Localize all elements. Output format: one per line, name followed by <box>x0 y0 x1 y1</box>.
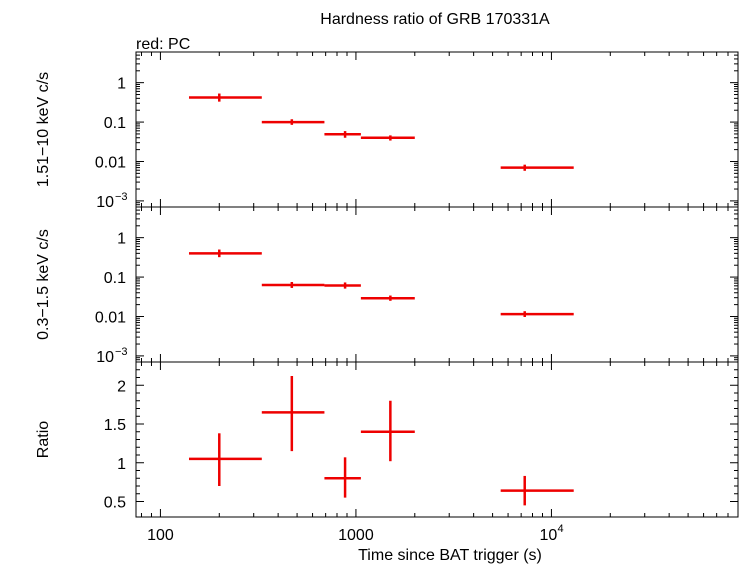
data-point <box>261 282 325 288</box>
y-tick-label: 0.1 <box>104 270 126 287</box>
y-axis-label: 1.51−10 keV c/s <box>35 72 52 187</box>
panel-frame <box>135 206 739 363</box>
panel-top: 1 0.1 0.01 10 −3 1.51−10 keV c/s <box>35 51 739 211</box>
data-point <box>500 311 574 318</box>
panel-frame <box>135 51 739 208</box>
data-point <box>188 249 262 258</box>
data-point <box>360 135 415 141</box>
data-point <box>188 93 262 102</box>
data-point <box>500 164 574 171</box>
x-tick-label-exponent: 4 <box>557 523 563 535</box>
panel-frame <box>135 361 739 518</box>
data-point <box>324 282 361 289</box>
data-point <box>324 131 361 138</box>
chart-title: Hardness ratio of GRB 170331A <box>320 11 550 28</box>
y-tick-label: 0.1 <box>104 115 126 132</box>
data-point <box>324 457 361 498</box>
y-tick-label-exponent: −3 <box>115 191 128 203</box>
y-axis-label: 0.3−1.5 keV c/s <box>35 229 52 340</box>
y-tick-label: 1 <box>117 76 126 93</box>
data-point <box>261 119 325 125</box>
x-tick-label: 1000 <box>338 527 374 544</box>
data-point <box>360 400 415 462</box>
panel-bottom: 0.5 1 1.5 2 Ratio 100 1000 10 4 <box>35 361 739 544</box>
y-tick-label: 10 <box>96 194 114 211</box>
legend-note: red: PC <box>136 36 190 53</box>
y-tick-label: 10 <box>96 349 114 366</box>
y-tick-label-exponent: −3 <box>115 346 128 358</box>
y-tick-label: 0.01 <box>95 154 126 171</box>
y-tick-label: 2 <box>117 378 126 395</box>
x-axis-label: Time since BAT trigger (s) <box>358 547 542 564</box>
y-tick-label: 1 <box>117 456 126 473</box>
y-axis-label: Ratio <box>35 421 52 458</box>
data-point <box>500 475 574 506</box>
y-tick-label: 1.5 <box>104 417 126 434</box>
data-point <box>188 433 262 486</box>
y-tick-label: 0.5 <box>104 495 126 512</box>
y-tick-label: 1 <box>117 231 126 248</box>
x-tick-label: 100 <box>147 527 174 544</box>
x-tick-label: 10 <box>540 527 558 544</box>
panel-middle: 1 0.1 0.01 10 −3 0.3−1.5 keV c/s <box>35 206 739 366</box>
data-point <box>360 295 415 301</box>
y-tick-label: 0.01 <box>95 309 126 326</box>
data-point <box>261 375 325 452</box>
